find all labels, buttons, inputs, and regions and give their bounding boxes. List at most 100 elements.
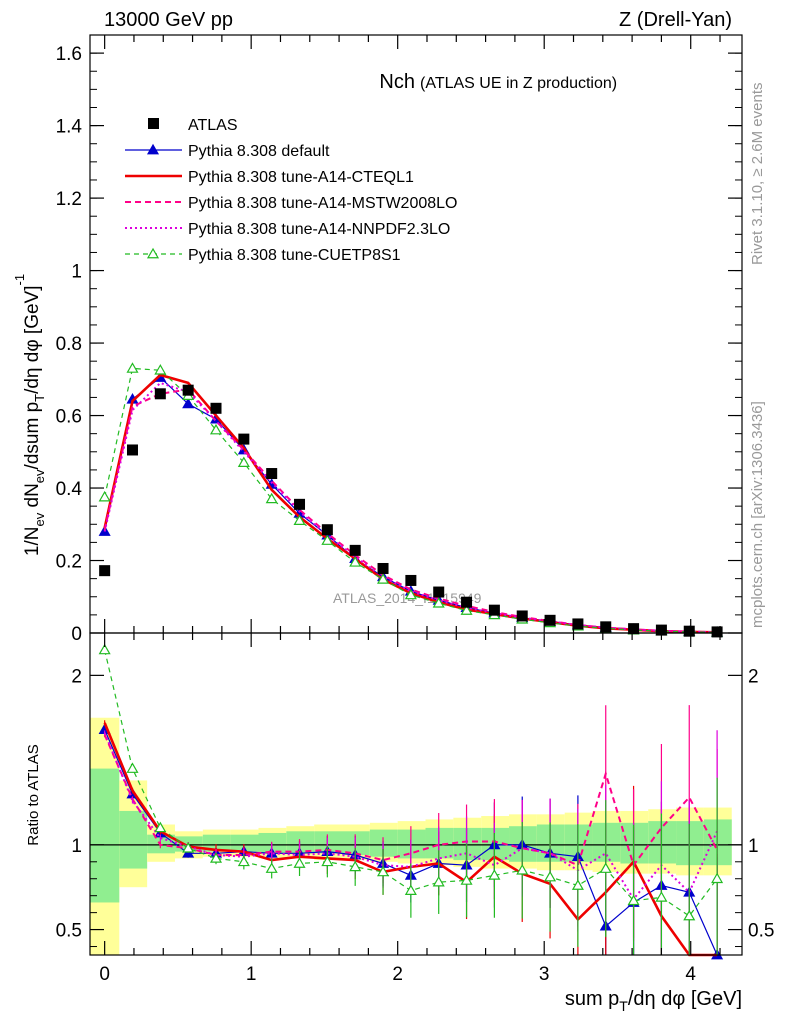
atlas-point: [266, 468, 278, 480]
x-label-part: T: [619, 998, 628, 1014]
ratio-point-cuetp: [349, 860, 362, 872]
ratio-panel: 0.5 0.5 1 1 2 2 0 1 2 3 4 Ratio to ATLAS sum pT/d…: [25, 632, 774, 1014]
legend-label: ATLAS: [188, 117, 238, 134]
ratio-x-axis: 0 1 2 3 4: [99, 633, 721, 985]
ratio-point-cuetp: [265, 862, 278, 873]
legend-label: Pythia 8.308 tune-A14-MSTW2008LO: [188, 195, 457, 212]
y-label-part: T: [32, 394, 47, 402]
main-subtitle: (ATLAS UE in Z production): [420, 75, 617, 92]
ratio-point-cuetp: [98, 643, 111, 655]
x-tick-label: 4: [685, 964, 696, 985]
atlas-point: [461, 596, 473, 608]
legend-entry: Pythia 8.308 tune-A14-CTEQL1: [125, 169, 414, 186]
ratio-point-cuetp: [126, 762, 139, 773]
ratio-y-tick-label-right: 1: [748, 836, 759, 857]
atlas-point: [321, 524, 333, 536]
legend-marker-cuetp: [146, 247, 160, 259]
ratio-series-line: [103, 734, 718, 868]
main-point-cuetp: [98, 490, 111, 502]
ratio-band-inner: [676, 821, 704, 866]
main-point-cuetp: [154, 364, 167, 375]
main-y-tick-label: 1.4: [56, 117, 83, 138]
main-y-tick-label: 0.2: [56, 552, 82, 573]
mcplots-label: mcplots.cern.ch [arXiv:1306.3436]: [749, 401, 766, 628]
atlas-point: [600, 621, 612, 633]
main-point-cuetp: [349, 556, 362, 567]
main-point-cuetp: [265, 492, 278, 504]
main-y-tick-label: 0.8: [56, 334, 82, 355]
main-point-cuetp: [432, 597, 445, 608]
ratio-point-cuetp: [571, 879, 584, 890]
ratio-band-inner: [648, 821, 677, 864]
ratio-plot-frame: [89, 632, 743, 956]
legend-entry: Pythia 8.308 tune-A14-MSTW2008LO: [125, 195, 457, 212]
y-label-part: ev: [32, 469, 47, 483]
ratio-point-cuetp: [376, 865, 390, 877]
y-label-part: -1: [12, 274, 27, 286]
main-y-tick-label: 1.2: [56, 189, 82, 210]
ratio-y-label: Ratio to ATLAS: [25, 744, 42, 845]
ratio-band-inner: [703, 819, 732, 866]
ratio-point-cuetp: [432, 875, 445, 887]
ratio-point-cuetp: [321, 855, 334, 867]
main-point-cuetp: [126, 362, 139, 373]
main-y-tick-label: 0: [71, 624, 82, 645]
atlas-point: [488, 604, 500, 616]
main-point-default: [182, 397, 195, 409]
atlas-point: [544, 614, 556, 626]
ratio-point-cuetp: [293, 857, 306, 868]
ratio-point-cuetp: [237, 855, 250, 867]
atlas-point: [182, 384, 194, 396]
y-label-part: /dη dφ [GeV]: [22, 285, 43, 393]
ratio-y-tick-label: 0.5: [56, 921, 82, 942]
main-y-tick-label: 1: [71, 262, 82, 283]
ratio-band-inner: [90, 768, 120, 903]
main-series-line: [103, 381, 718, 634]
main-title: Nch: [379, 71, 415, 93]
x-axis-label: sum pT/dη dφ [GeV]: [565, 988, 742, 1014]
main-series-group: [103, 381, 718, 634]
ratio-point-cuetp: [460, 874, 473, 885]
main-y-tick-label: 1.6: [56, 44, 82, 65]
ratio-y-tick-label: 2: [71, 666, 82, 687]
atlas-point: [516, 610, 528, 622]
ratio-series: [98, 643, 724, 960]
main-point-cuetp: [209, 423, 223, 435]
ratio-band-inner: [342, 831, 370, 856]
legend-label: Pythia 8.308 default: [188, 143, 330, 160]
legend-label: Pythia 8.308 tune-CUETP8S1: [188, 247, 401, 264]
ratio-band-inner: [397, 829, 426, 859]
ratio-point-cuetp: [404, 884, 417, 895]
ratio-y-tick-label: 1: [71, 836, 82, 857]
atlas-point: [683, 625, 695, 637]
ratio-point-cuetp: [655, 891, 668, 902]
ratio-y-axis: 0.5 0.5 1 1 2 2: [56, 666, 774, 948]
main-point-cuetp: [321, 534, 334, 545]
main-x-ticks: [104, 35, 721, 633]
legend-marker-atlas: [148, 118, 159, 129]
main-series-group: [98, 362, 724, 637]
ratio-point-cuetp: [599, 862, 612, 873]
atlas-point: [154, 388, 166, 400]
ratio-series-line: [103, 732, 719, 901]
main-y-axis: 0 0.2 0.4 0.6 0.8 1 1.2 1.4 1.6: [56, 44, 742, 645]
legend-marker-default: [146, 143, 160, 155]
x-label-part: sum p: [565, 988, 619, 1010]
main-panel: ATLAS_2014_I1315949 00.20.40.60.811.21.4…: [12, 34, 743, 645]
legend-entry: Pythia 8.308 tune-CUETP8S1: [125, 247, 401, 264]
ratio-band-inner: [119, 810, 148, 869]
ratio-point-cuetp: [209, 852, 223, 863]
rivet-label: Rivet 3.1.10, ≥ 2.6M events: [749, 83, 766, 266]
atlas-point: [405, 574, 417, 586]
legend-label: Pythia 8.308 tune-A14-CTEQL1: [188, 169, 414, 186]
ratio-point-default: [182, 847, 195, 858]
legend-entry: ATLAS: [148, 117, 238, 134]
legend-label: Pythia 8.308 tune-A14-NNPDF2.3LO: [188, 221, 450, 238]
ratio-band-inner: [314, 831, 343, 854]
ratio-point-cuetp: [154, 821, 167, 833]
main-y-label: 1/Nev dNev/dsum pT/dη dφ [GeV]-1: [12, 274, 47, 556]
atlas-point: [210, 402, 222, 414]
atlas-point: [377, 562, 389, 574]
main-y-tick-label: 0.6: [56, 407, 82, 428]
